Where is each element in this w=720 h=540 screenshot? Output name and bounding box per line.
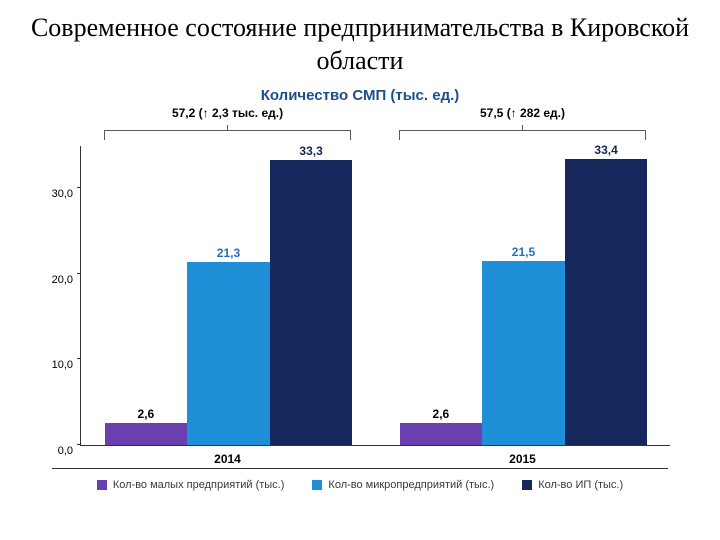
bar: 33,3	[270, 160, 353, 445]
bar-value-label: 33,4	[594, 143, 617, 159]
legend-label: Кол-во микропредприятий (тыс.)	[328, 479, 494, 491]
legend-label: Кол-во ИП (тыс.)	[538, 479, 623, 491]
group-bracket	[399, 130, 647, 140]
bar-value-label: 21,5	[512, 245, 535, 261]
bar: 2,6	[400, 423, 483, 445]
y-tick-mark	[77, 358, 81, 359]
group-summary-label: 57,2 (↑ 2,3 тыс. ед.)	[172, 106, 283, 120]
legend-swatch	[97, 480, 107, 490]
page-title: Современное состояние предпринимательств…	[0, 0, 720, 83]
chart-title: Количество СМП (тыс. ед.)	[0, 83, 720, 106]
legend-swatch	[312, 480, 322, 490]
legend-label: Кол-во малых предприятий (тыс.)	[113, 479, 285, 491]
x-axis: 2014 2015	[0, 446, 720, 468]
bar: 33,4	[565, 159, 648, 445]
y-tick-label: 20,0	[52, 274, 81, 286]
group-summary-label: 57,5 (↑ 282 ед.)	[480, 106, 565, 120]
legend-swatch	[522, 480, 532, 490]
bar: 2,6	[105, 423, 188, 445]
y-tick-mark	[77, 273, 81, 274]
bar: 21,3	[187, 262, 270, 445]
y-tick-mark	[77, 444, 81, 445]
bar-value-label: 21,3	[217, 246, 240, 262]
plot-area: 0,010,020,030,02,621,333,32,621,533,4	[80, 146, 670, 446]
legend-item: Кол-во ИП (тыс.)	[522, 479, 623, 491]
group-summary-row: 57,2 (↑ 2,3 тыс. ед.) 57,5 (↑ 282 ед.)	[0, 106, 720, 130]
bar: 21,5	[482, 261, 565, 445]
bar-value-label: 2,6	[433, 407, 450, 423]
legend: Кол-во малых предприятий (тыс.) Кол-во ми…	[52, 468, 668, 491]
y-tick-label: 30,0	[52, 188, 81, 200]
y-tick-label: 10,0	[52, 359, 81, 371]
bar-value-label: 2,6	[138, 407, 155, 423]
legend-item: Кол-во микропредприятий (тыс.)	[312, 479, 494, 491]
legend-item: Кол-во малых предприятий (тыс.)	[97, 479, 285, 491]
y-tick-mark	[77, 187, 81, 188]
x-axis-label: 2014	[214, 452, 241, 466]
bar-value-label: 33,3	[299, 144, 322, 160]
group-bracket	[104, 130, 352, 140]
chart-area: 0,010,020,030,02,621,333,32,621,533,4	[20, 146, 700, 446]
x-axis-label: 2015	[509, 452, 536, 466]
